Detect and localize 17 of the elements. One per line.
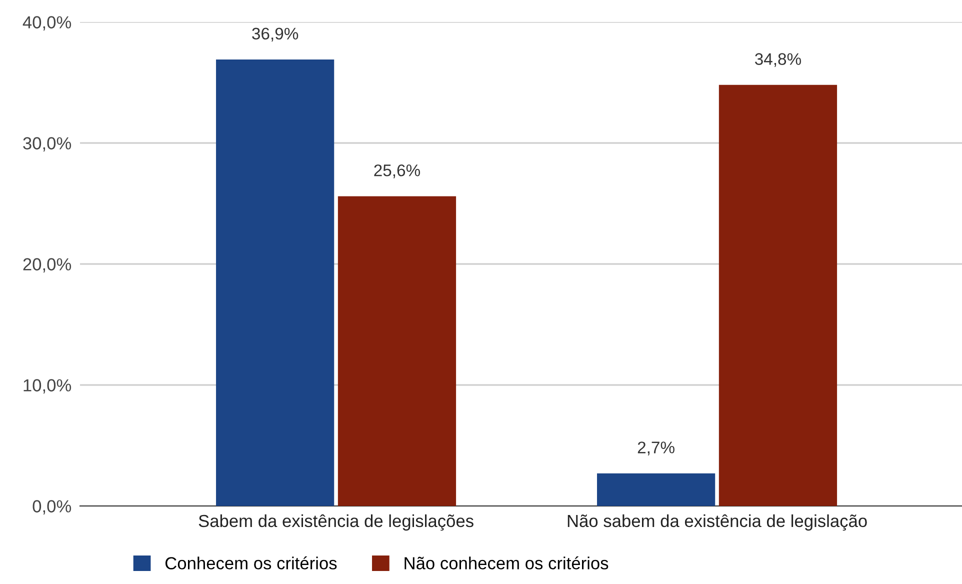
bar	[597, 473, 716, 506]
bar	[718, 84, 838, 506]
y-tick-label: 30,0%	[23, 137, 72, 152]
data-label: 2,7%	[638, 442, 674, 456]
y-tick-label: 0,0%	[32, 500, 72, 515]
y-tick-label: 10,0%	[24, 379, 72, 394]
legend-label: Não conhecem os critérios	[404, 556, 608, 570]
y-tick-label: 20,0%	[23, 258, 72, 273]
bar	[216, 60, 334, 506]
data-label: 36,9%	[252, 28, 298, 42]
x-tick-label: Sabem da existência de legislações	[198, 514, 474, 531]
bar	[338, 196, 456, 506]
legend-label: Conhecem os critérios	[165, 556, 337, 570]
y-tick-label: 40,0%	[22, 16, 72, 31]
data-label: 34,8%	[754, 53, 802, 67]
data-label: 25,6%	[374, 164, 420, 178]
x-tick-label: Não sabem da existência de legislação	[568, 514, 867, 531]
